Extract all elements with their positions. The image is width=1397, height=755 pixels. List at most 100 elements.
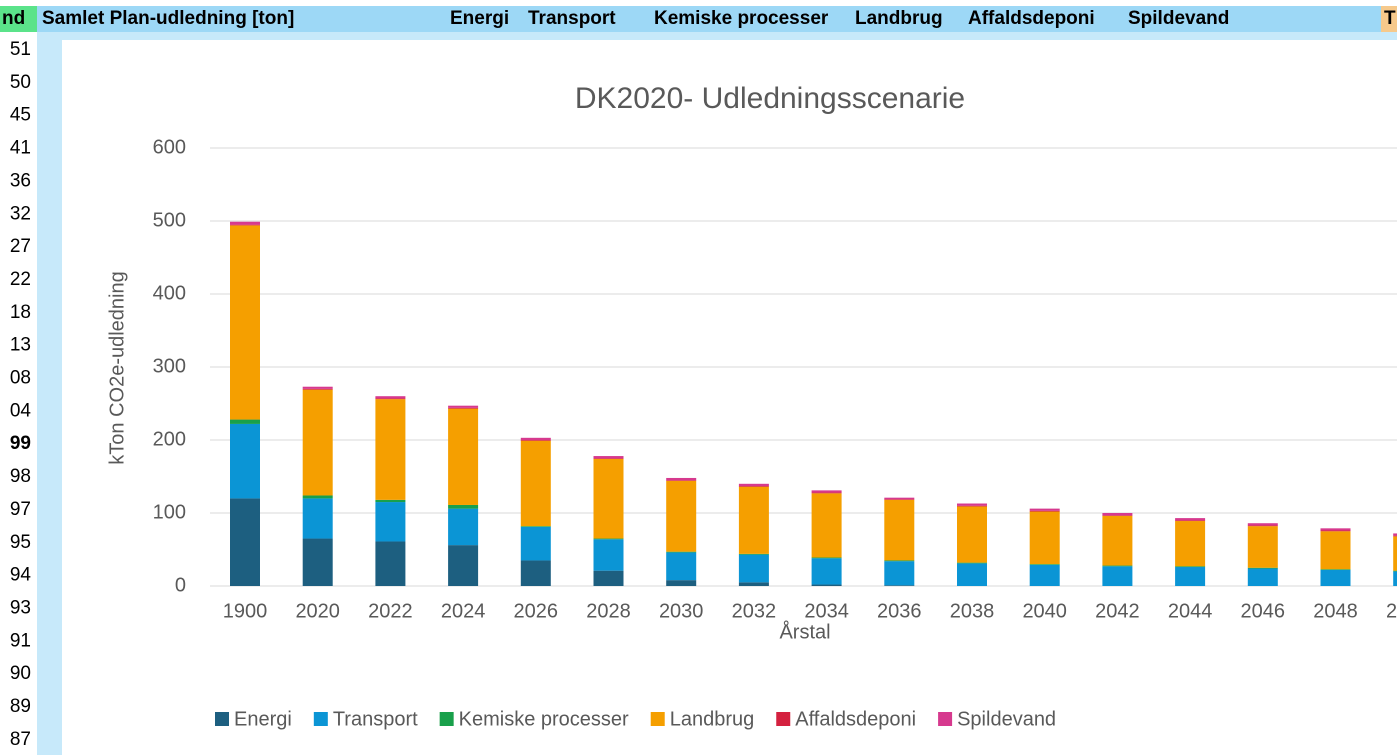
row-value: 22 [10,269,31,290]
x-tick-label: 2038 [950,600,995,622]
bar-segment [230,423,260,499]
row-value: 41 [10,138,31,159]
header-label: Transport [528,8,616,29]
row-value: 50 [10,72,31,93]
legend-label: Landbrug [670,708,755,730]
bar-segment [666,551,697,553]
row-value: 97 [10,499,31,520]
bar-segment [230,498,260,586]
header-label: Samlet Plan-udledning [ton] [42,8,294,29]
row-value: 93 [10,597,31,618]
bar-segment [520,560,551,586]
bar-segment [957,506,987,563]
bar-segment [520,526,551,561]
bar-segment [448,545,479,586]
bar-segment [738,582,769,586]
bar-segment [1320,531,1351,570]
bar-segment [738,483,769,486]
bar-segment [375,541,406,586]
row-value: 45 [10,105,31,126]
bar-segment [593,538,624,540]
x-tick-label: 2026 [514,600,559,622]
bar-segment [230,224,260,226]
row-value: 08 [10,368,31,389]
row-value: 51 [10,39,31,60]
y-tick-label: 100 [153,501,186,523]
header-label: Affaldsdeponi [968,8,1095,29]
bar-segment [448,407,479,409]
row-value: 94 [10,565,32,586]
x-tick-label: 2048 [1313,600,1358,622]
bar-segment [1393,535,1397,537]
chart-title: DK2020- Udledningsscenarie [575,82,965,115]
header-cell [1381,6,1397,32]
bar-segment [1102,565,1133,567]
bar-segment [593,539,624,571]
y-tick-label: 300 [153,355,186,377]
row-value: 13 [10,335,31,356]
bar-segment [738,554,769,583]
header-label: T [1384,8,1396,29]
bar-segment [520,440,551,441]
header-label: Landbrug [855,8,943,29]
bar-segment [811,557,842,559]
bar-segment [1029,511,1060,565]
row-value: 32 [10,203,31,224]
bar-segment [957,505,987,507]
bar-segment [957,562,987,564]
bar-segment [520,526,551,527]
bar-segment [302,498,333,539]
bar-segment [666,477,697,481]
x-tick-label: 2040 [1022,600,1067,622]
legend-swatch [776,712,791,726]
bar-segment [1393,570,1397,572]
x-tick-label: 2044 [1168,600,1213,622]
bar-segment [1102,515,1133,516]
bar-segment [1393,536,1397,571]
x-tick-label: 2036 [877,600,922,622]
bar-segment [1320,528,1351,531]
bar-segment [884,499,915,500]
row-value: 95 [10,532,31,553]
bar-segment [375,502,406,542]
legend-swatch [215,712,229,726]
x-tick-label: 2020 [295,600,340,622]
bar-segment [302,538,333,586]
bar-segment [957,503,987,506]
y-tick-label: 200 [153,428,186,450]
bar-segment [1029,564,1060,565]
bar-segment [666,552,697,581]
bar-segment [1393,571,1397,586]
bar-segment [884,585,915,586]
row-value: 99 [10,433,31,454]
bar-segment [593,570,624,586]
row-value: 04 [10,400,32,421]
bar-segment [957,563,987,586]
bar-segment [1247,567,1278,569]
header-band [37,6,1381,32]
legend-label: Affaldsdeponi [795,708,916,730]
row-value: 36 [10,170,31,191]
bar-segment [811,558,842,585]
y-tick-label: 600 [153,136,186,158]
row-value: 90 [10,663,31,684]
bar-segment [738,553,769,555]
legend-label: Kemiske processer [459,708,629,730]
bar-segment [520,440,551,527]
x-tick-label: 2022 [368,600,413,622]
bar-segment [302,389,333,496]
bar-segment [1247,525,1278,527]
bar-segment [1175,518,1206,521]
bar-segment [375,399,406,500]
header-label: nd [2,8,25,29]
bar-segment [448,405,479,408]
header-label: Spildevand [1128,8,1229,29]
x-tick-label: 1900 [223,600,268,622]
sheet-strip [37,32,62,755]
bar-segment [811,493,842,558]
row-value: 91 [10,630,31,651]
legend-label: Spildevand [957,708,1056,730]
bar-segment [811,584,842,586]
